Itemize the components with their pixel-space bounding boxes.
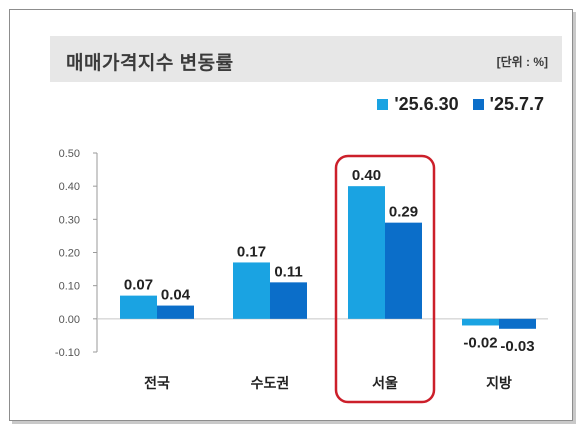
bar-1-3 — [499, 318, 536, 329]
data-label-1-0: 0.04 — [161, 287, 191, 304]
y-tick-label-1: 0.40 — [59, 181, 80, 193]
data-label-0-0: 0.07 — [124, 277, 153, 294]
legend: '25.6.30 '25.7.7 — [363, 94, 544, 115]
legend-swatch-1 — [472, 99, 484, 110]
y-tick-label-2: 0.30 — [59, 214, 80, 226]
category-label-3: 지방 — [486, 375, 512, 392]
y-tick-label-4: 0.10 — [59, 281, 80, 293]
category-label-0: 전국 — [144, 375, 170, 392]
bar-0-3 — [462, 318, 499, 326]
bar-0-0 — [120, 295, 157, 319]
bar-1-2 — [385, 222, 422, 319]
category-label-1: 수도권 — [251, 376, 290, 392]
bar-0-1 — [233, 262, 270, 319]
y-tick-label-5: 0.00 — [59, 314, 80, 326]
y-tick-label-6: -0.10 — [55, 347, 80, 359]
legend-item-0: '25.6.30 — [377, 94, 459, 115]
data-label-1-2: 0.29 — [389, 204, 418, 221]
chart-title: 매매가격지수 변동률 — [66, 53, 234, 74]
bar-0-2 — [348, 186, 385, 319]
legend-label-0: '25.6.30 — [394, 94, 459, 114]
data-label-0-3: -0.02 — [463, 334, 497, 351]
data-label-1-3: -0.03 — [500, 338, 534, 355]
data-label-1-1: 0.11 — [274, 263, 302, 280]
bar-1-0 — [157, 305, 194, 319]
category-label-2: 서울 — [372, 375, 398, 392]
data-label-0-1: 0.17 — [237, 243, 266, 260]
legend-swatch-0 — [377, 99, 389, 110]
data-label-0-2: 0.40 — [352, 167, 381, 184]
y-tick-label-0: 0.50 — [59, 148, 80, 160]
legend-item-1: '25.7.7 — [472, 94, 544, 115]
highlight-box — [334, 154, 436, 404]
bar-1-1 — [270, 282, 307, 319]
unit-label: [단위 : %] — [496, 55, 548, 69]
y-tick-label-3: 0.20 — [59, 248, 80, 260]
legend-label-1: '25.7.7 — [489, 94, 544, 114]
chart-frame: 매매가격지수 변동률 [단위 : %] — [9, 9, 573, 421]
title-bar: 매매가격지수 변동률 [단위 : %] — [50, 36, 562, 82]
